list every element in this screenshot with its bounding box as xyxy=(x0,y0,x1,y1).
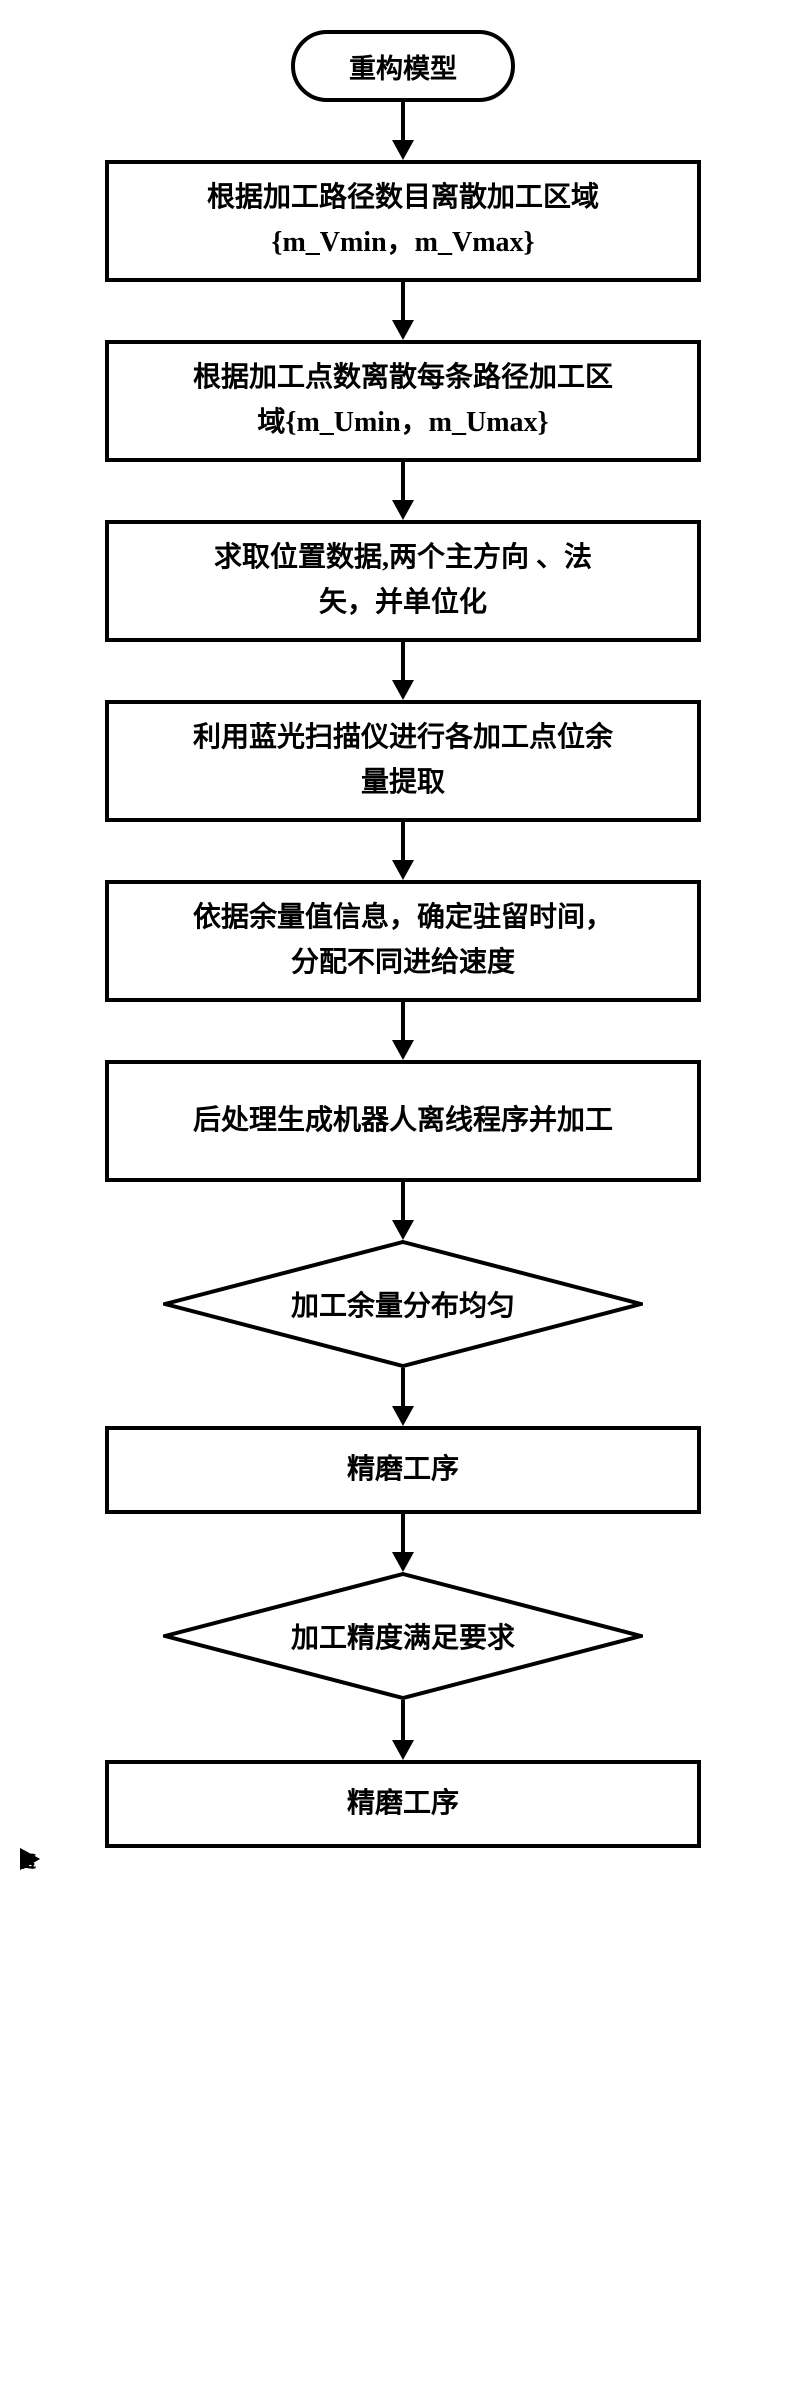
p4-line2: 量提取 xyxy=(193,761,613,806)
arrow-10 xyxy=(390,1700,416,1760)
arrow-1 xyxy=(390,102,416,160)
flowchart-container: 重构模型 根据加工路径数目离散加工区域 {m_Vmin，m_Vmax} 根据加工… xyxy=(20,30,786,1848)
arrow-8 xyxy=(390,1368,416,1426)
feedback2-arrowhead xyxy=(20,1848,40,1870)
process-dwell-feed: 依据余量值信息，确定驻留时间， 分配不同进给速度 xyxy=(105,880,701,1002)
process-blue-light-scan: 利用蓝光扫描仪进行各加工点位余 量提取 xyxy=(105,700,701,822)
process-position-normal: 求取位置数据,两个主方向 、法 矢，并单位化 xyxy=(105,520,701,642)
p3-line1: 求取位置数据,两个主方向 、法 xyxy=(214,536,592,581)
arrow-2 xyxy=(390,282,416,340)
terminator-start: 重构模型 xyxy=(291,30,515,102)
d1-label: 加工余量分布均匀 xyxy=(163,1284,643,1324)
p1-line2: {m_Vmin，m_Vmax} xyxy=(207,221,599,266)
arrow-5 xyxy=(390,822,416,880)
process-discretize-region: 根据加工路径数目离散加工区域 {m_Vmin，m_Vmax} xyxy=(105,160,701,282)
process-postprocess-robot: 后处理生成机器人离线程序并加工 xyxy=(105,1060,701,1182)
p2-line1: 根据加工点数离散每条路径加工区 xyxy=(193,356,613,401)
process-fine-grinding-2: 精磨工序 xyxy=(105,1760,701,1848)
p5-line1: 依据余量值信息，确定驻留时间， xyxy=(193,896,613,941)
arrow-4 xyxy=(390,642,416,700)
process-fine-grinding-1: 精磨工序 xyxy=(105,1426,701,1514)
p8-text: 精磨工序 xyxy=(347,1782,459,1827)
d2-label: 加工精度满足要求 xyxy=(163,1616,643,1656)
p4-line1: 利用蓝光扫描仪进行各加工点位余 xyxy=(193,716,613,761)
p7-text: 精磨工序 xyxy=(347,1448,459,1493)
process-discretize-path: 根据加工点数离散每条路径加工区 域{m_Umin，m_Umax} xyxy=(105,340,701,462)
p3-line2: 矢，并单位化 xyxy=(214,581,592,626)
arrow-7 xyxy=(390,1182,416,1240)
arrow-9 xyxy=(390,1514,416,1572)
p6-text: 后处理生成机器人离线程序并加工 xyxy=(193,1099,613,1144)
p1-line1: 根据加工路径数目离散加工区域 xyxy=(207,176,599,221)
arrow-3 xyxy=(390,462,416,520)
decision-precision-ok: 加工精度满足要求 xyxy=(163,1572,643,1700)
decision-allowance-uniform: 加工余量分布均匀 xyxy=(163,1240,643,1368)
p5-line2: 分配不同进给速度 xyxy=(193,941,613,986)
p2-line2: 域{m_Umin，m_Umax} xyxy=(193,401,613,446)
arrow-6 xyxy=(390,1002,416,1060)
